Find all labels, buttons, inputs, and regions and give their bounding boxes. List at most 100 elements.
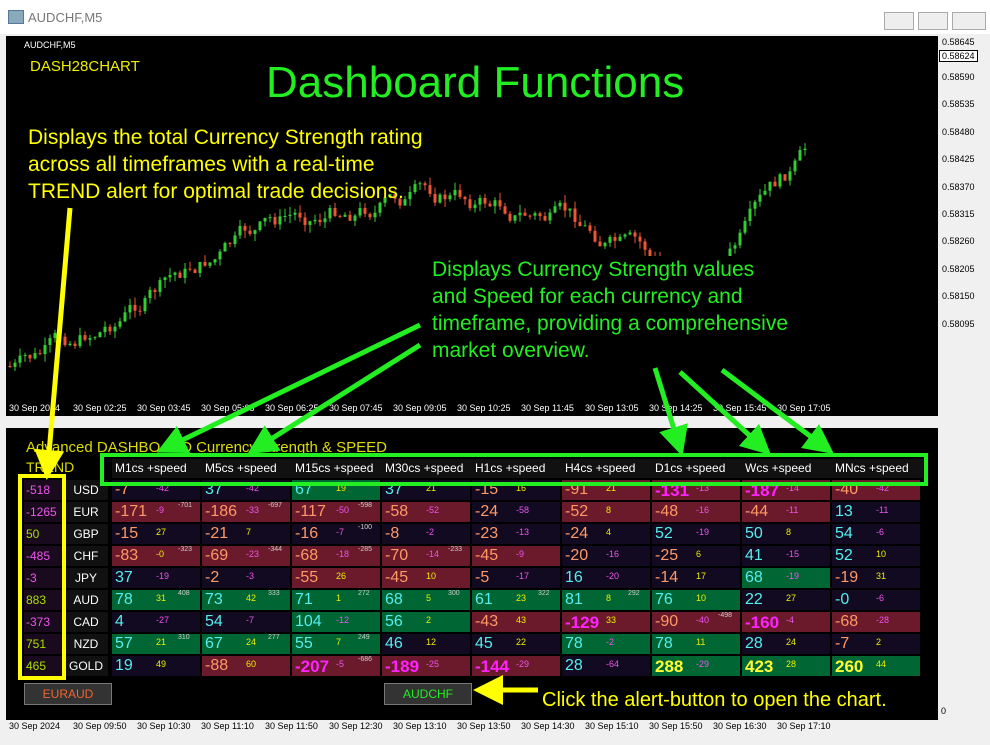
trend-value: -485 [24, 546, 62, 566]
speed-value: -13 [516, 527, 530, 537]
time-label: 30 Sep 15:50 [649, 721, 703, 731]
lower-axis-value: 0 [941, 706, 947, 716]
close-button[interactable] [952, 12, 986, 30]
currency: JPY [64, 568, 108, 588]
candle [83, 331, 87, 342]
speed-value: -6 [876, 527, 885, 537]
speed-value: -29 [516, 659, 530, 669]
time-label: 30 Sep 06:25 [265, 403, 319, 413]
speed-value: 10 [696, 593, 707, 603]
candle [513, 214, 517, 224]
candle [468, 194, 472, 211]
strength-value: 260 [835, 657, 864, 676]
currency: USD [64, 480, 108, 500]
extra-value: 300 [448, 590, 460, 597]
time-label: 30 Sep 14:25 [649, 403, 703, 413]
candle [143, 295, 147, 315]
column-header: M15cs +speed [292, 459, 383, 478]
minimize-button[interactable] [884, 12, 914, 30]
speed-value: -64 [606, 659, 620, 669]
time-label: 30 Sep 15:45 [713, 403, 767, 413]
cell: -88 60 [202, 656, 290, 676]
candle [263, 217, 267, 227]
candle [208, 262, 212, 268]
cell: 288 -29 [652, 656, 740, 676]
column-header: H4cs +speed [562, 459, 653, 478]
strength-value: 78 [115, 591, 133, 608]
candle [803, 143, 807, 156]
strength-value: 41 [745, 547, 763, 564]
cell: -129 33 [562, 612, 650, 632]
price-tick: 0.58645 [942, 37, 975, 47]
strength-value: -90 [655, 613, 679, 630]
currency: AUD [64, 590, 108, 610]
trend-value: -373 [24, 612, 62, 632]
speed-value: 43 [516, 615, 527, 625]
strength-value: -69 [205, 547, 229, 564]
candle [348, 210, 352, 222]
cell: 56 2 [382, 612, 470, 632]
strength-value: -88 [205, 657, 229, 674]
candle [298, 205, 302, 222]
strength-value: 16 [565, 569, 583, 586]
strength-value: -15 [115, 525, 139, 542]
speed-value: -28 [876, 615, 890, 625]
candle [153, 287, 157, 300]
extra-value: 277 [268, 634, 280, 641]
candle [303, 212, 307, 232]
highlight-box [18, 474, 66, 680]
title-bar: AUDCHF,M5 [0, 0, 990, 34]
cell: 78 -2 [562, 634, 650, 654]
candle [773, 176, 777, 187]
time-label: 30 Sep 14:30 [521, 721, 575, 731]
candle [48, 334, 52, 353]
candle [738, 229, 742, 249]
alert-button[interactable]: AUDCHF [384, 683, 472, 705]
candle [63, 333, 67, 347]
candle [568, 208, 572, 218]
speed-value: -16 [696, 505, 710, 515]
speed-value: 31 [876, 571, 887, 581]
alert-button[interactable]: EURAUD [24, 683, 112, 705]
candle [238, 219, 242, 239]
price-tick: 0.58205 [942, 263, 975, 274]
candle [433, 187, 437, 206]
candle [308, 220, 312, 233]
speed-value: 7 [336, 637, 342, 647]
strength-value: -160 [745, 613, 780, 632]
time-label: 30 Sep 13:05 [585, 403, 639, 413]
cell: 104 -12 [292, 612, 380, 632]
speed-value: -7 [246, 615, 255, 625]
speed-value: -27 [156, 615, 170, 625]
restore-button[interactable] [918, 12, 948, 30]
cell: 22 27 [742, 590, 830, 610]
cell: -7 2 [832, 634, 920, 654]
time-label: 30 Sep 11:50 [265, 721, 318, 731]
strength-value: -25 [655, 547, 679, 564]
candle [398, 197, 402, 209]
cell: 45 22 [472, 634, 560, 654]
candle [258, 220, 262, 232]
time-label: 30 Sep 03:45 [137, 403, 191, 413]
candle [623, 233, 627, 240]
speed-value: -33 [246, 505, 260, 515]
speed-value: 21 [606, 483, 617, 493]
column-header: MNcs +speed [832, 459, 923, 478]
candle [798, 146, 802, 161]
strength-value: 46 [385, 635, 403, 652]
candle [518, 204, 522, 222]
speed-value: 42 [246, 593, 257, 603]
strength-value: -48 [655, 503, 679, 520]
speed-value: -3 [246, 571, 255, 581]
cell: 260 44 [832, 656, 920, 676]
candle [608, 234, 612, 247]
strength-value: -55 [295, 569, 319, 586]
candle [243, 223, 247, 239]
candle [573, 201, 577, 228]
time-label: 30 Sep 12:30 [329, 721, 383, 731]
cell: -48 -16 [652, 502, 740, 522]
candle [18, 348, 22, 368]
speed-value: -19 [696, 527, 710, 537]
cell: 78 11 [652, 634, 740, 654]
speed-value: -11 [876, 505, 889, 515]
